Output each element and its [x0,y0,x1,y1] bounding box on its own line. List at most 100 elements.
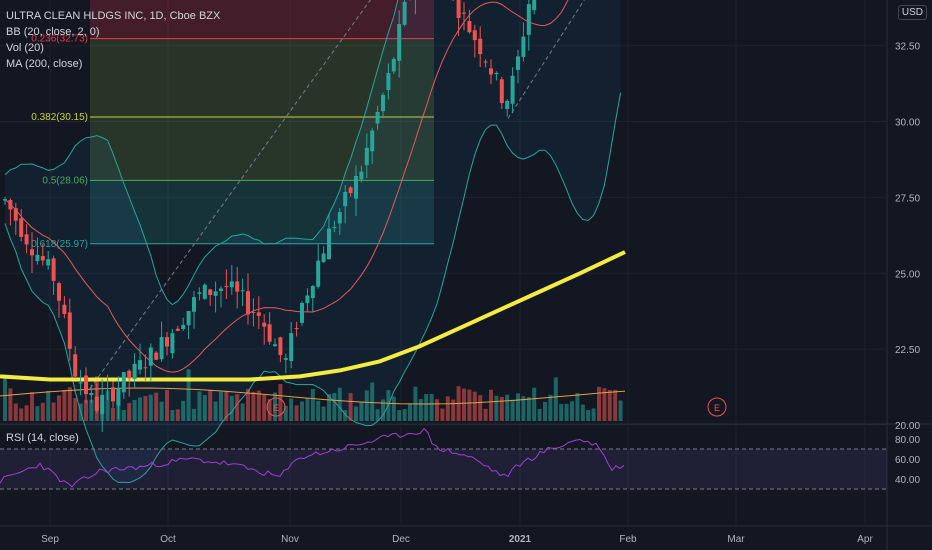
volume-bar [148,394,153,421]
candle-body [240,290,245,292]
candle-body [332,226,337,228]
volume-bar [273,392,277,421]
volume-bar [132,399,137,421]
candle-body [397,24,402,61]
volume-bar [580,404,585,421]
candle-body [348,187,353,194]
volume-bar [397,410,402,421]
candle-body [105,388,110,390]
volume-bar [192,408,196,421]
volume-ma-line [0,387,626,405]
candle-body [267,324,272,342]
candle-body [100,394,105,415]
volume-bar [127,403,132,421]
volume-bar [224,391,229,421]
volume-bar [354,406,358,421]
volume-bar [424,394,429,421]
currency-button[interactable]: USD [897,5,927,20]
candle-body [516,56,520,70]
rsi-indicator-label[interactable]: RSI (14, close) [6,432,79,444]
rsi-line [0,427,625,488]
volume-bar [321,406,326,421]
candle-body [467,21,472,33]
bb-indicator-label[interactable]: BB (20, close, 2, 0) [6,26,100,38]
volume-bar [197,391,202,421]
volume-bar [440,408,445,421]
volume-bar [499,396,504,421]
ma-indicator-label[interactable]: MA (200, close) [6,58,83,70]
candle-body [73,354,78,377]
candle-body [370,130,375,152]
rsi-tick-label: 40.00 [895,475,920,486]
time-tick-label: Oct [160,534,176,545]
candle-body [202,284,207,299]
candle-body [456,0,461,18]
candle-body [186,311,191,326]
symbol-title[interactable]: ULTRA CLEAN HLDGS INC, 1D, Cboe BZX [6,10,221,22]
volume-bar [181,400,186,421]
volume-bar [445,396,450,421]
volume-bar [597,386,601,421]
candle-body [40,256,45,261]
candle-body [256,312,261,316]
candle-body [8,199,13,210]
volume-bar [618,400,623,421]
volume-bar [305,398,310,421]
volume-bar [73,398,78,421]
candle-body [138,360,142,370]
candle-body [354,176,358,199]
fib-level-label: 0.382(30.15) [31,112,88,123]
candle-body [310,286,315,299]
volume-bar [537,408,542,421]
candle-body [78,382,83,384]
candle-body [224,286,229,288]
bb-band-fill [5,0,621,483]
volume-indicator-label[interactable]: Vol (20) [6,42,44,54]
candle-body [532,0,537,11]
volume-bar [451,399,456,421]
volume-bar [208,389,213,421]
volume-bar [418,398,423,421]
candle-body [67,312,72,349]
volume-bar [19,408,24,421]
volume-bar [154,392,159,421]
volume-bar [489,389,493,421]
volume-bar [532,387,537,421]
volume-bar [46,390,51,421]
candle-body [165,337,169,347]
price-tick-label: 32.50 [895,42,920,53]
volume-bar [408,403,412,421]
time-tick-label: 2021 [509,534,532,545]
time-tick-label: Sep [41,534,59,545]
volume-bar [159,401,164,421]
volume-bar [121,410,126,421]
volume-bar [359,402,364,421]
candle-body [386,73,391,90]
chart-legend: ULTRA CLEAN HLDGS INC, 1D, Cboe BZX BB (… [6,8,220,72]
volume-bar [543,401,547,421]
candle-body [19,218,24,237]
volume-bar [267,399,272,421]
volume-bar [332,393,337,421]
volume-bar [316,400,321,421]
volume-bar [24,405,29,421]
candle-body [316,260,321,287]
candle-body [219,288,223,291]
time-tick-label: Mar [727,534,745,545]
candle-body [62,304,67,314]
volume-bar [381,399,385,421]
candle-body [283,358,288,360]
volume-bar [526,396,531,421]
volume-bar [30,392,34,421]
time-tick-label: Dec [392,534,410,545]
volume-bar [175,409,180,421]
candle-body [381,94,385,112]
candle-body [159,336,164,360]
volume-bar [586,409,591,421]
volume-bar [435,399,439,421]
candle-body [391,58,396,72]
candle-body [337,212,342,224]
volume-bar [337,387,342,421]
volume-bar [370,382,375,421]
